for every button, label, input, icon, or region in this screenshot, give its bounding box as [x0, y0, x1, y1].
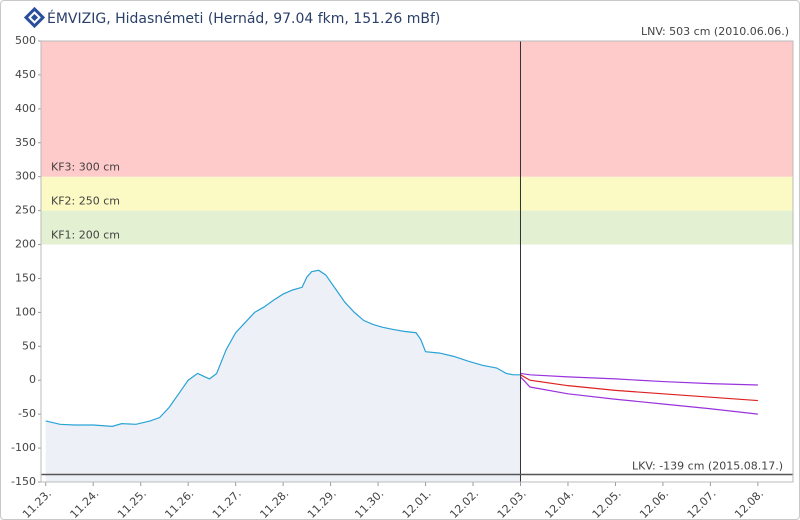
- alert-label: KF2: 250 cm: [51, 195, 120, 208]
- x-tick-label: 11.27.: [210, 487, 244, 519]
- y-tick-label: 350: [15, 136, 36, 149]
- y-tick-label: 250: [15, 204, 36, 217]
- x-tick-label: 12.06.: [637, 487, 671, 519]
- y-tick-label: 200: [15, 238, 36, 251]
- y-tick-label: 500: [15, 34, 36, 47]
- x-tick-label: 11.26.: [162, 487, 196, 519]
- x-tick-label: 12.08.: [732, 487, 766, 519]
- x-tick-label: 11.24.: [68, 487, 102, 519]
- x-tick-label: 11.23.: [20, 487, 54, 519]
- plot-frame: [40, 40, 794, 483]
- x-tick-label: 12.01.: [400, 487, 434, 519]
- line: [520, 372, 758, 386]
- y-tick-label: -100: [11, 441, 36, 454]
- logo: [23, 6, 46, 29]
- x-tick-label: 12.07.: [685, 487, 719, 519]
- alert-label: KF1: 200 cm: [51, 229, 120, 242]
- chart-title: ÉMVIZIG, Hidasnémeti (Hernád, 97.04 fkm,…: [47, 10, 440, 27]
- x-tick-label: 11.25.: [115, 487, 149, 519]
- line: [520, 374, 758, 402]
- y-tick-label: 50: [22, 339, 36, 352]
- x-tick-label: 11.28.: [257, 487, 291, 519]
- lnv-label: LNV: 503 cm (2010.06.06.): [641, 25, 789, 38]
- y-tick-label: 400: [15, 102, 36, 115]
- y-tick-label: -150: [11, 475, 36, 488]
- line: [45, 269, 521, 427]
- x-tick-label: 12.04.: [542, 487, 576, 519]
- x-tick-label: 12.03.: [495, 487, 529, 519]
- alert-band: [41, 176, 793, 211]
- alert-band: [41, 210, 793, 245]
- y-tick-label: 150: [15, 271, 36, 284]
- alert-label: KF3: 300 cm: [51, 161, 120, 174]
- x-tick-label: 11.30.: [352, 487, 386, 519]
- alert-band: [41, 41, 793, 177]
- x-tick-label: 11.29.: [305, 487, 339, 519]
- x-tick-label: 12.05.: [590, 487, 624, 519]
- x-tick-label: 12.02.: [447, 487, 481, 519]
- y-tick-label: 100: [15, 305, 36, 318]
- area: [45, 270, 521, 482]
- y-tick-label: -50: [18, 407, 36, 420]
- line: [520, 376, 758, 415]
- y-tick-label: 450: [15, 68, 36, 81]
- y-tick-label: 300: [15, 170, 36, 183]
- lkv-label: LKV: -139 cm (2015.08.17.): [632, 460, 783, 473]
- y-tick-label: 0: [29, 373, 36, 386]
